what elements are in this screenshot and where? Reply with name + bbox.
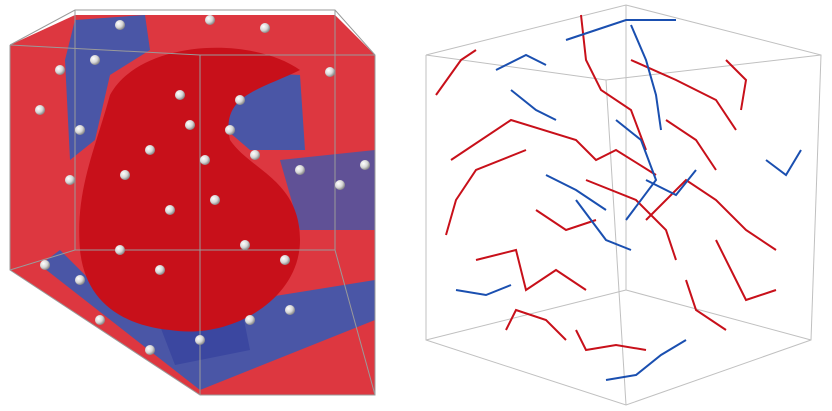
box-edges (425, 4, 822, 406)
network-skeleton-image (425, 4, 822, 406)
red-phase-core (79, 47, 300, 332)
volume-render-image (9, 9, 376, 396)
volume-render-panel (9, 9, 376, 396)
blue-network (455, 19, 802, 381)
network-skeleton-panel (416, 0, 832, 411)
particle-spheres (35, 15, 370, 355)
red-network (435, 14, 777, 352)
